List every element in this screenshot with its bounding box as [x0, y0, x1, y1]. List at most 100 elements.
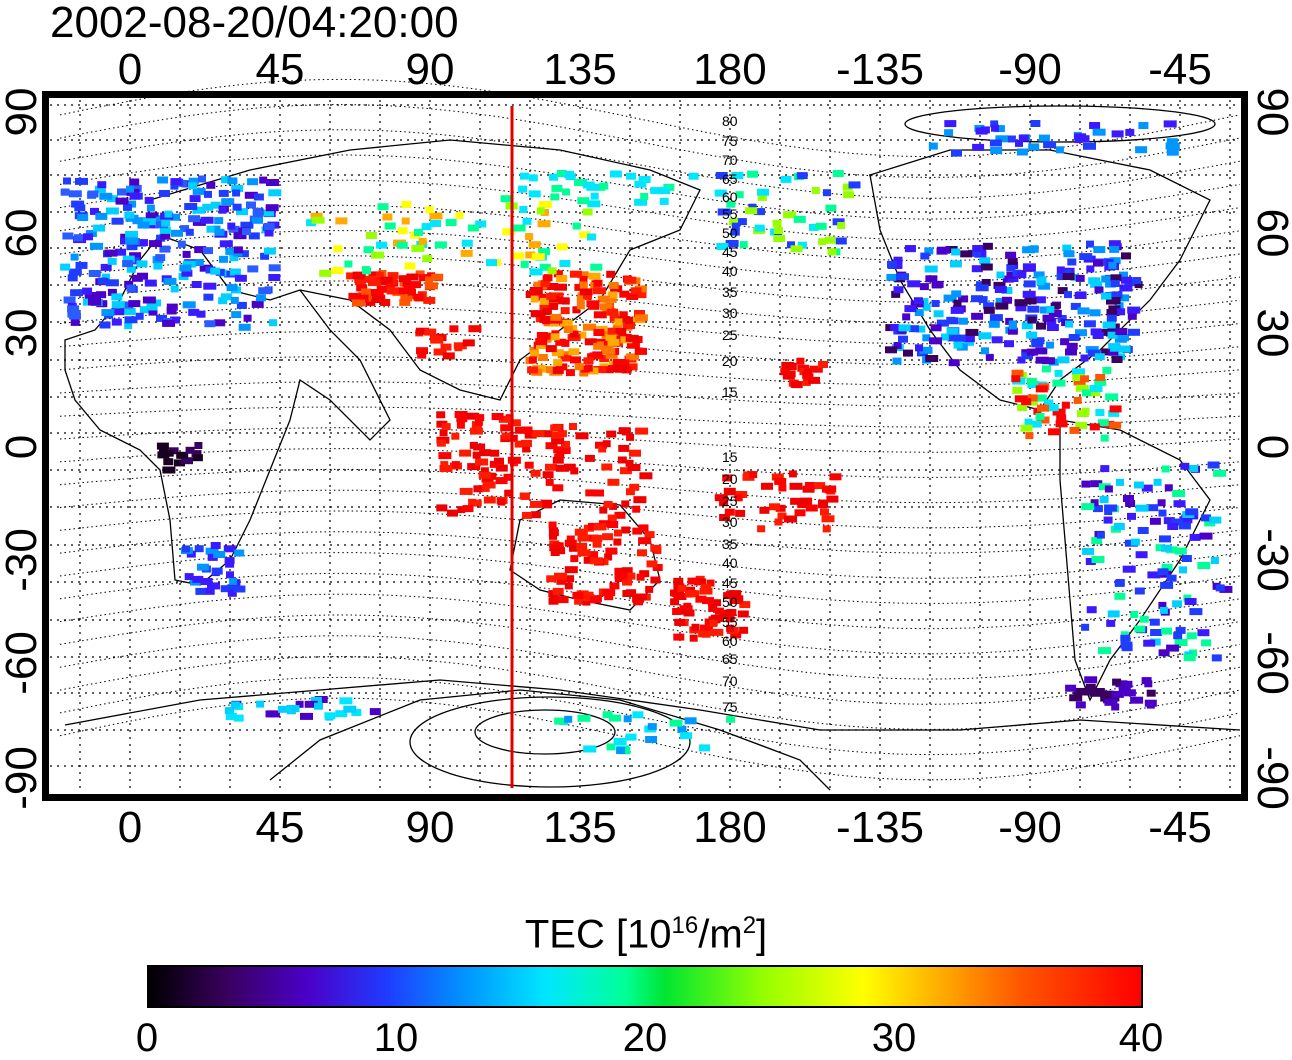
tec-cell [1014, 395, 1028, 403]
contour-label: 30 [722, 305, 738, 321]
tec-cell [433, 348, 447, 356]
tec-cell [60, 263, 71, 271]
tec-cell [626, 572, 636, 580]
tec-cell [67, 274, 78, 282]
tec-cell [1014, 299, 1028, 307]
tec-cell [796, 357, 805, 365]
tec-cell [161, 219, 171, 227]
tec-cell [468, 325, 482, 333]
tec-cell [1094, 353, 1105, 361]
tec-cell [1115, 579, 1125, 586]
tec-cell [520, 260, 529, 268]
tec-cell [530, 511, 541, 519]
tec-cell [413, 293, 424, 301]
tec-cell [1044, 399, 1054, 407]
tec-cell [980, 126, 990, 134]
tec-cell [527, 366, 539, 374]
tec-cell [706, 579, 715, 587]
tec-cell [101, 309, 115, 317]
tec-cell [1115, 328, 1128, 335]
tec-cell [135, 239, 148, 247]
tec-cell [618, 427, 631, 435]
tec-cell [564, 170, 574, 178]
tec-cell [182, 301, 196, 309]
tec-cell [519, 172, 529, 180]
tec-cell [1055, 146, 1064, 154]
tec-cell [429, 212, 443, 220]
bottom-lon-label: -90 [998, 803, 1062, 852]
tec-cell [553, 270, 563, 278]
tec-cell [1133, 481, 1144, 489]
tec-cell [805, 504, 818, 512]
tec-cell [90, 207, 99, 215]
tec-cell [607, 514, 617, 522]
tec-cell [818, 361, 828, 368]
tec-cell [579, 276, 588, 283]
tec-cell [613, 538, 622, 546]
tec-cell [606, 270, 616, 278]
tec-cell [135, 312, 144, 320]
tec-cell [1097, 419, 1109, 427]
tec-cell [331, 267, 344, 274]
tec-cell [1135, 504, 1149, 512]
tec-cell [593, 342, 602, 350]
tec-cell [607, 521, 619, 528]
tec-cell [198, 175, 206, 183]
tec-cell [920, 252, 930, 260]
magnetic-contour-line [59, 489, 1241, 529]
map-frame-right-bar [1241, 91, 1248, 801]
tec-cell [710, 628, 724, 636]
tec-cell [1018, 134, 1029, 142]
tec-cell [944, 129, 954, 137]
right-lat-label: -60 [1248, 631, 1292, 695]
tec-cell [940, 333, 949, 341]
tec-cell [1085, 346, 1099, 354]
tec-cell [71, 200, 85, 208]
tec-cell [1197, 562, 1211, 569]
tec-cell [252, 216, 263, 224]
tec-cell [550, 313, 562, 321]
tec-cell [632, 595, 645, 603]
tec-cell [539, 263, 551, 271]
tec-cell [708, 616, 721, 624]
contour-label: 80 [722, 113, 738, 129]
tec-cell [773, 235, 786, 242]
tec-cell [1135, 551, 1148, 559]
tec-cell [1125, 500, 1136, 507]
tec-cell [1153, 478, 1162, 486]
tec-cell [890, 324, 900, 331]
tec-cell [1085, 683, 1096, 691]
tec-cell [500, 195, 514, 203]
tec-cell [124, 316, 138, 324]
tec-cell [1179, 566, 1187, 574]
tec-cell [577, 549, 591, 557]
tec-cell [207, 553, 218, 561]
tec-cell [602, 347, 616, 355]
tec-cell [536, 207, 545, 215]
tec-cell [621, 526, 631, 534]
tec-cell [946, 316, 956, 324]
tec-cell [191, 281, 202, 288]
magnetic-contour-line [59, 427, 1241, 453]
tec-cell [255, 294, 266, 302]
tec-cell [532, 310, 546, 318]
tec-cell [1090, 499, 1099, 507]
tec-cell [1113, 523, 1125, 530]
tec-cell [503, 473, 513, 481]
tec-cell [411, 244, 425, 252]
tec-cell [518, 185, 528, 193]
tec-cell [590, 557, 604, 565]
tec-cell [978, 332, 992, 340]
tec-cell [129, 192, 141, 200]
tec-cell [598, 445, 607, 453]
tec-cell [943, 294, 957, 302]
contour-label: 15 [722, 384, 738, 400]
contour-label: 35 [722, 536, 738, 552]
tec-cell [1025, 432, 1034, 440]
tec-cell [457, 506, 466, 514]
tec-cell [223, 545, 236, 553]
tec-cell [726, 624, 735, 632]
tec-cell [922, 303, 931, 311]
tec-cell [96, 291, 107, 299]
tec-cell [1114, 592, 1126, 600]
